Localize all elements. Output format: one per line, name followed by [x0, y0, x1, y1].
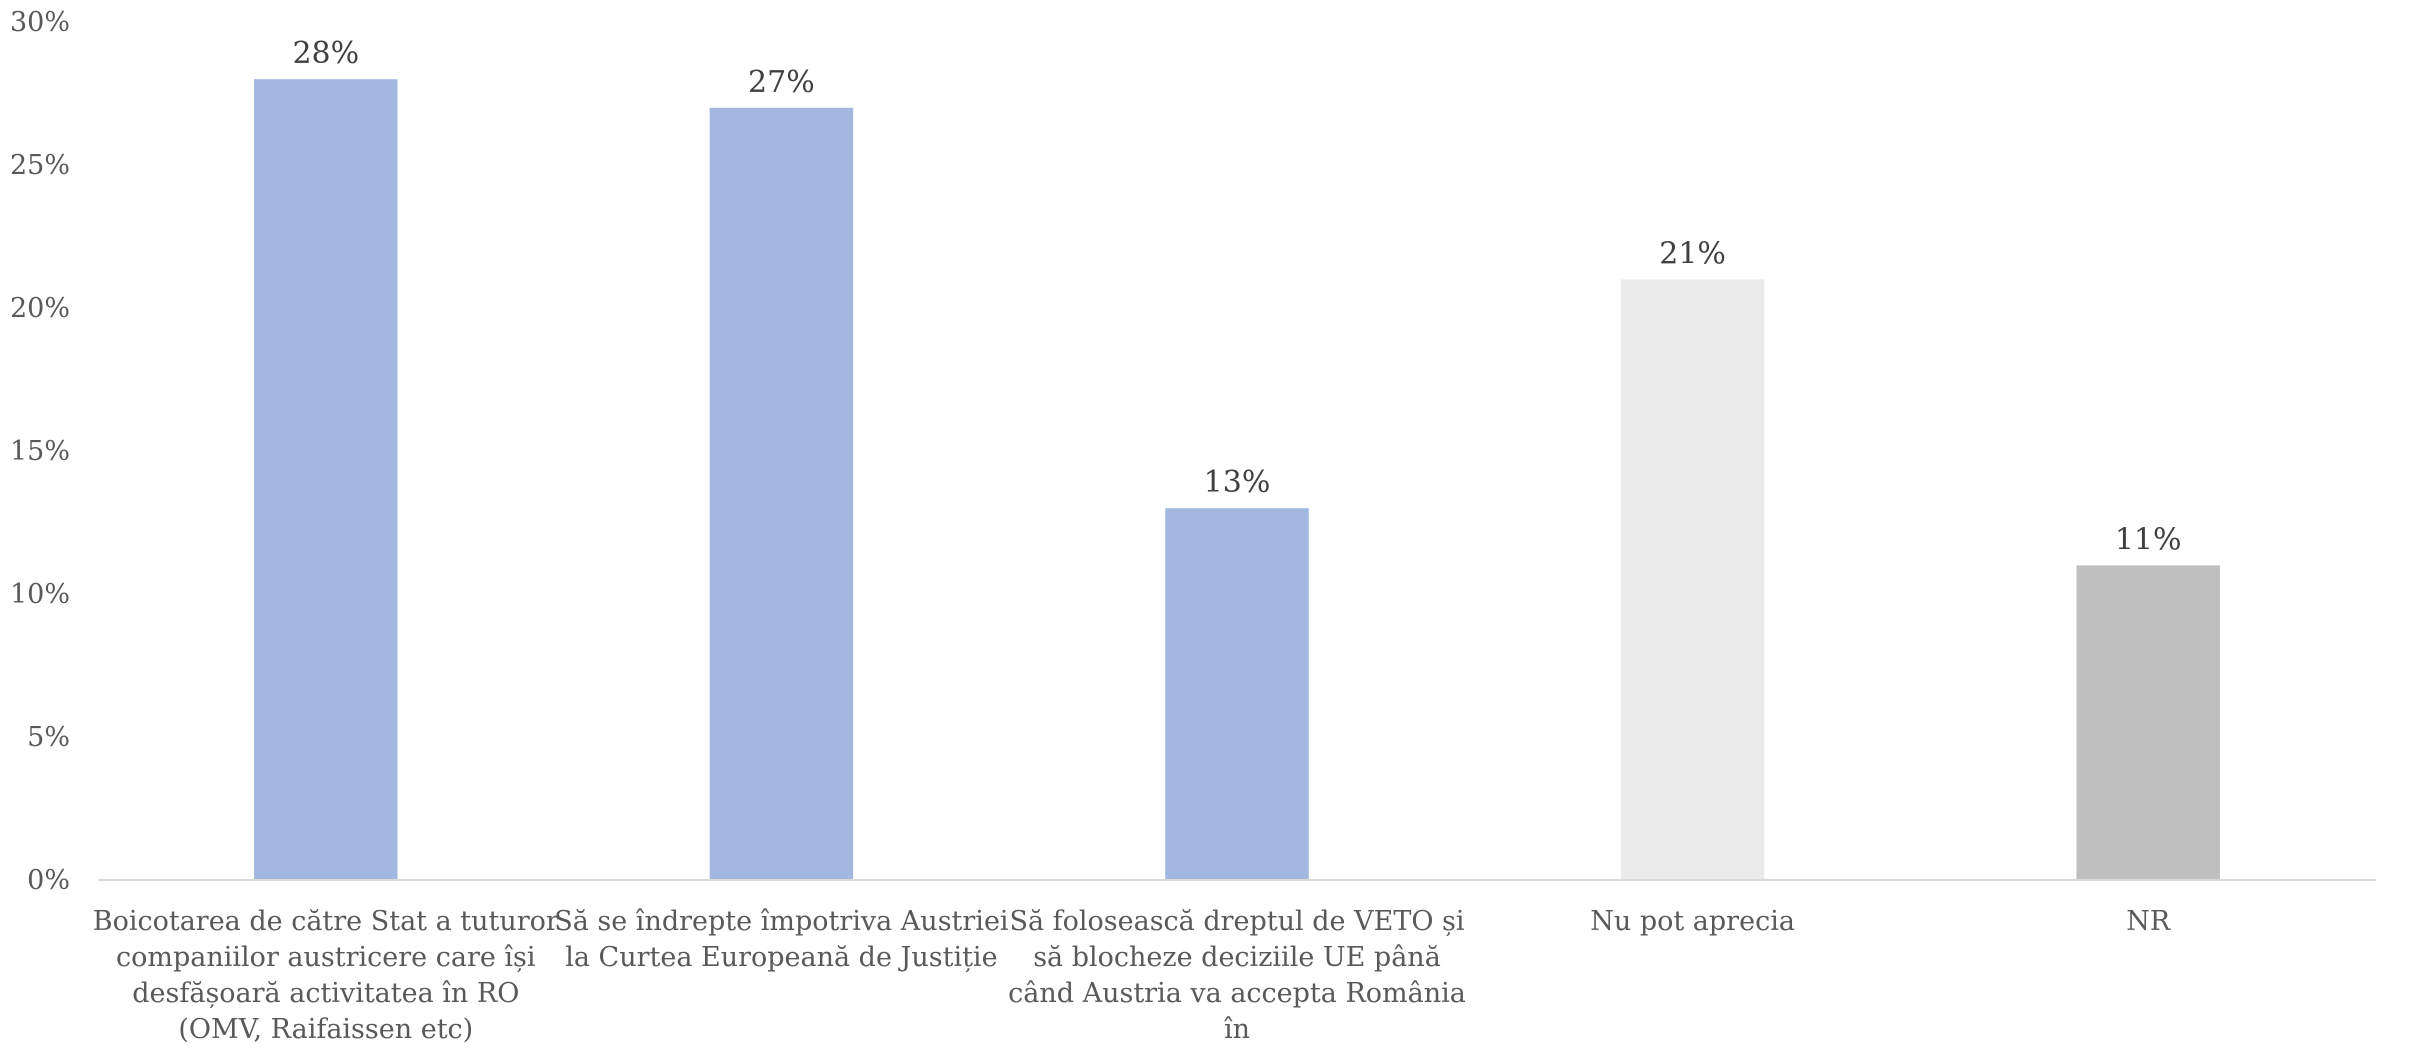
- y-tick-label: 15%: [10, 436, 70, 467]
- bar: [254, 79, 398, 880]
- bars: [254, 79, 2220, 881]
- x-category-label: Boicotarea de către Stat a tuturor compan…: [93, 906, 559, 1045]
- data-label: 27%: [748, 65, 815, 100]
- y-tick-label: 5%: [27, 722, 70, 753]
- y-tick-label: 30%: [10, 7, 70, 38]
- y-tick-label: 25%: [10, 150, 70, 181]
- data-label: 11%: [2115, 522, 2182, 557]
- data-label: 28%: [292, 36, 359, 71]
- x-axis: Boicotarea de către Stat a tuturor compan…: [93, 879, 2376, 1045]
- bar: [1165, 508, 1309, 880]
- x-category-label: NR: [2126, 906, 2171, 937]
- x-category-label: Să folosească dreptul de VETO și să bloch…: [1008, 906, 1466, 1045]
- y-axis: 0% 5% 10% 15% 20% 25% 30%: [10, 7, 70, 896]
- bar: [2076, 565, 2220, 880]
- bar: [709, 107, 854, 881]
- y-tick-label: 20%: [10, 293, 70, 324]
- bar: [1620, 279, 1765, 880]
- data-label: 21%: [1659, 236, 1726, 271]
- data-label: 13%: [1204, 465, 1271, 500]
- x-category-label: Să se îndrepte împotriva Austriei la Curt…: [554, 906, 1009, 973]
- y-tick-label: 10%: [10, 579, 70, 610]
- x-category-label: Nu pot aprecia: [1590, 906, 1795, 937]
- data-labels: 28% 27% 13% 21% 11%: [292, 36, 2181, 557]
- y-tick-label: 0%: [27, 865, 70, 896]
